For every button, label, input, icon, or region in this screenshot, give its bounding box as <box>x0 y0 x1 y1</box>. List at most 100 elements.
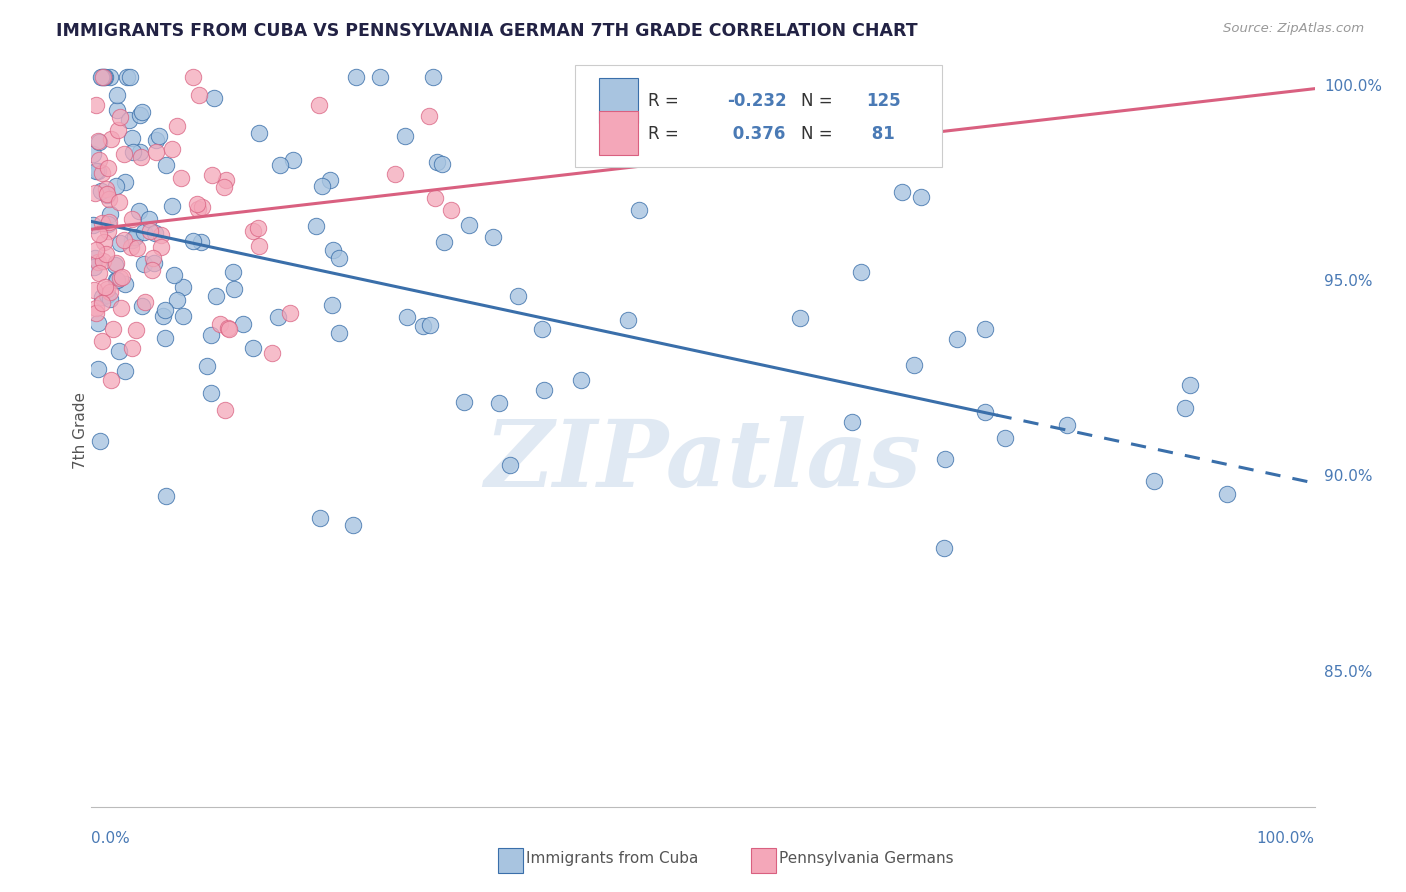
Point <box>222 282 245 296</box>
Point <box>190 235 212 250</box>
Point <box>897 70 920 84</box>
Point <box>87 316 110 330</box>
Point <box>242 341 264 355</box>
Point <box>89 434 111 448</box>
Point <box>98 70 121 84</box>
Point <box>112 146 135 161</box>
Point <box>974 405 997 419</box>
Point <box>87 266 110 280</box>
Point <box>112 233 135 247</box>
Point <box>120 70 142 84</box>
Point <box>93 70 115 84</box>
Point <box>172 280 194 294</box>
Point <box>97 224 120 238</box>
Point <box>96 282 118 296</box>
Point <box>267 310 290 324</box>
Point <box>917 76 939 90</box>
Point <box>841 415 863 429</box>
Point <box>128 204 150 219</box>
Point <box>932 541 955 556</box>
Text: Source: ZipAtlas.com: Source: ZipAtlas.com <box>1223 22 1364 36</box>
Point <box>134 257 156 271</box>
Point <box>150 228 173 243</box>
Point <box>242 224 264 238</box>
Point <box>166 293 188 308</box>
Point <box>200 386 222 401</box>
Point <box>87 255 110 269</box>
Point <box>488 396 510 410</box>
Point <box>111 270 134 285</box>
Point <box>96 288 118 302</box>
Point <box>1143 474 1166 488</box>
Point <box>155 331 177 345</box>
Point <box>124 230 146 244</box>
Point <box>1216 486 1239 500</box>
Point <box>181 70 204 84</box>
Text: R =: R = <box>648 125 683 144</box>
Point <box>91 289 114 303</box>
Point <box>134 225 156 239</box>
Point <box>98 207 121 221</box>
Point <box>269 158 291 172</box>
Point <box>118 113 141 128</box>
Point <box>260 346 283 360</box>
Point <box>903 358 925 372</box>
Point <box>150 240 173 254</box>
Point <box>86 164 108 178</box>
Point <box>114 364 136 378</box>
Point <box>87 136 110 150</box>
Point <box>342 517 364 532</box>
Point <box>1180 377 1202 392</box>
Point <box>122 145 145 159</box>
Point <box>143 256 166 270</box>
Point <box>145 145 167 160</box>
Point <box>91 253 114 268</box>
Text: ZIPatlas: ZIPatlas <box>485 416 921 506</box>
Point <box>202 90 225 104</box>
Point <box>789 311 811 326</box>
Point <box>283 153 305 167</box>
Point <box>506 289 529 303</box>
Point <box>160 199 183 213</box>
Point <box>148 129 170 144</box>
Y-axis label: 7th Grade: 7th Grade <box>73 392 87 469</box>
Point <box>423 191 446 205</box>
Point <box>138 212 160 227</box>
Point <box>344 70 367 84</box>
Point <box>308 98 330 112</box>
Point <box>533 383 555 397</box>
Point <box>1174 401 1197 416</box>
Text: N =: N = <box>801 125 832 144</box>
Point <box>481 230 503 244</box>
Point <box>107 103 129 117</box>
Point <box>87 134 110 148</box>
Point <box>394 129 416 144</box>
Point <box>101 321 124 335</box>
Point <box>104 256 127 270</box>
Point <box>627 202 650 217</box>
Point <box>247 126 270 140</box>
Point <box>321 298 343 312</box>
Point <box>419 318 441 332</box>
FancyBboxPatch shape <box>599 78 638 123</box>
Point <box>200 327 222 342</box>
Point <box>212 179 235 194</box>
Point <box>214 402 236 417</box>
Point <box>247 221 270 235</box>
Point <box>426 155 449 169</box>
Point <box>100 132 122 146</box>
Text: 100.0%: 100.0% <box>1257 831 1315 847</box>
Point <box>278 306 301 320</box>
Point <box>129 108 152 122</box>
Point <box>141 251 163 265</box>
Point <box>100 373 122 387</box>
Text: Pennsylvania Germans: Pennsylvania Germans <box>779 851 953 865</box>
FancyBboxPatch shape <box>599 111 638 155</box>
Point <box>87 362 110 376</box>
Point <box>93 280 115 294</box>
Point <box>108 110 131 124</box>
Point <box>531 322 554 336</box>
Point <box>440 202 463 217</box>
Point <box>910 190 932 204</box>
Point <box>187 88 209 103</box>
